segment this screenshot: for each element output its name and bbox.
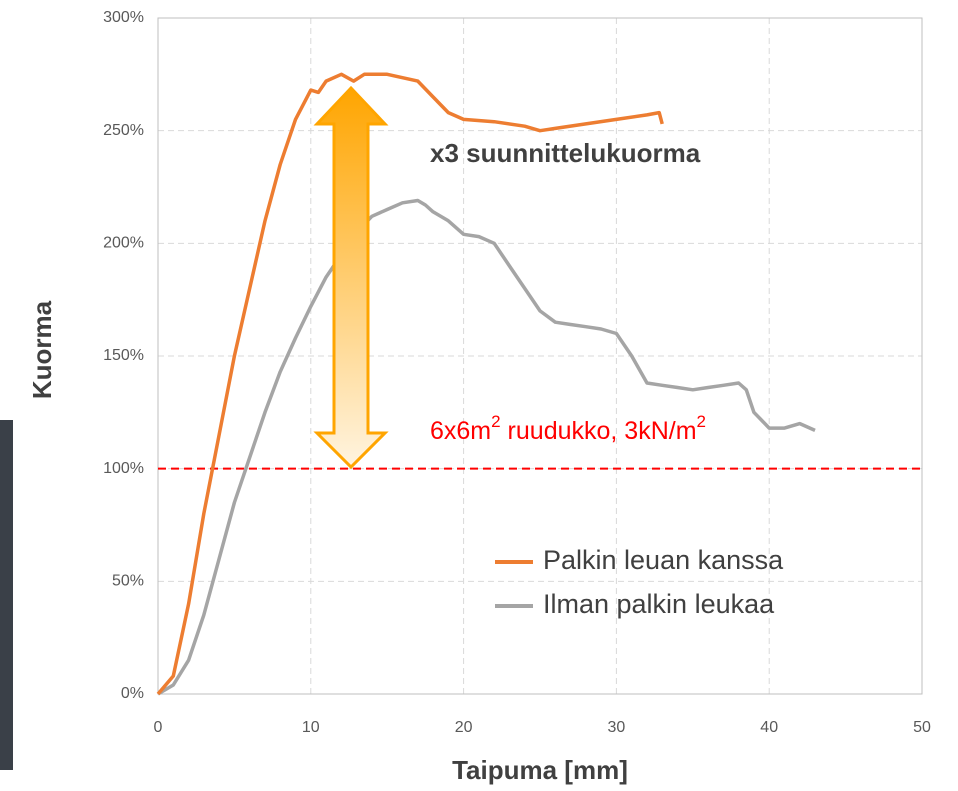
y-tick-label: 50%: [112, 573, 144, 590]
series-line: [158, 201, 815, 695]
annotation-part: 6x6m: [430, 417, 491, 445]
photo-edge: [0, 420, 13, 770]
chart: Taipuma [mm] Kuorma 0%50%100%150%200%250…: [0, 0, 958, 791]
x-tick-label: 40: [760, 719, 778, 736]
x-tick-label: 10: [302, 719, 320, 736]
x-axis-title: Taipuma [mm]: [452, 755, 628, 785]
y-tick-label: 0%: [121, 685, 144, 702]
legend-label: Ilman palkin leukaa: [543, 589, 775, 619]
annotation: x3 suunnittelukuorma: [430, 138, 701, 168]
y-axis-title: Kuorma: [27, 300, 57, 399]
annotation-sup: 2: [491, 412, 500, 431]
annotation-part: ruudukko, 3kN/m: [501, 417, 697, 445]
y-tick-label: 300%: [103, 9, 144, 26]
page: Taipuma [mm] Kuorma 0%50%100%150%200%250…: [0, 0, 958, 791]
legend-label: Palkin leuan kanssa: [543, 545, 784, 575]
y-tick-label: 250%: [103, 122, 144, 139]
x-tick-label: 30: [608, 719, 626, 736]
x-tick-label: 50: [913, 719, 931, 736]
y-tick-label: 150%: [103, 347, 144, 364]
y-tick-label: 200%: [103, 235, 144, 252]
annotation-sup: 2: [697, 412, 706, 431]
annotation: 6x6m2 ruudukko, 3kN/m2: [430, 412, 706, 444]
x-tick-label: 20: [455, 719, 473, 736]
x-tick-label: 0: [154, 719, 163, 736]
y-tick-label: 100%: [103, 460, 144, 477]
